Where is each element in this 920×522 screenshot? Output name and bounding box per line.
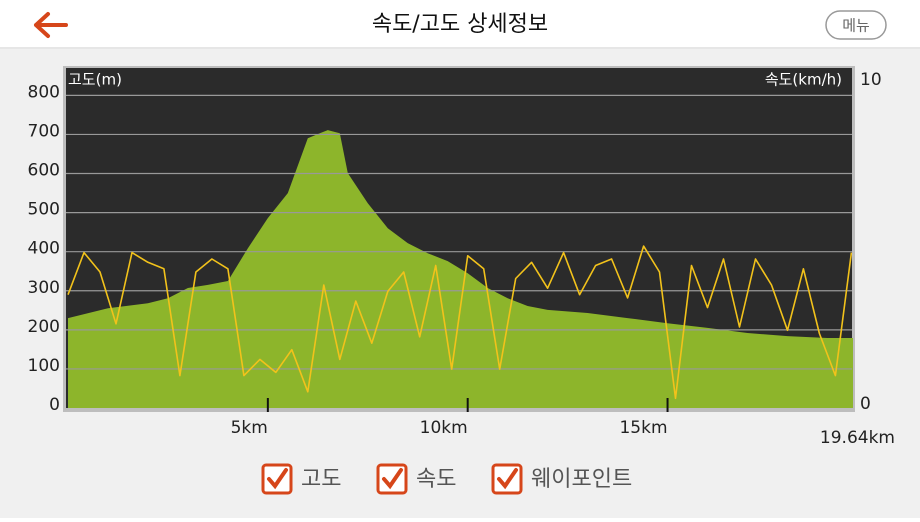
checkmark: [497, 468, 518, 490]
page-title: 속도/고도 상세정보: [372, 12, 548, 37]
y-tick-label: 300: [28, 278, 60, 298]
legend-toggle[interactable]: 속도: [376, 463, 456, 495]
checkmark: [267, 468, 288, 490]
back-arrow: [34, 12, 68, 38]
legend: 고도 속도 웨이포인트: [261, 463, 632, 495]
x-tick-label: 19.64km: [820, 428, 895, 448]
elevation-area: [68, 130, 853, 408]
y-axis-title: 고도(m): [68, 71, 122, 89]
plot: [66, 94, 853, 408]
y-tick-label: 800: [28, 82, 60, 102]
legend-toggle[interactable]: 고도: [261, 463, 341, 495]
y2-tick-label: 0: [860, 394, 871, 414]
x-tick-label: 10km: [420, 418, 468, 438]
legend-toggle[interactable]: 웨이포인트: [491, 463, 632, 495]
y-tick-label: 400: [28, 239, 60, 259]
legend-label: 웨이포인트: [531, 467, 632, 492]
y-tick-label: 600: [28, 161, 60, 181]
y-tick-label: 100: [28, 356, 60, 376]
menu-label: 메뉴: [842, 17, 870, 35]
speed-line: [67, 245, 853, 400]
y2-tick-label: 10: [860, 70, 882, 90]
menu-button[interactable]: [825, 10, 887, 40]
y-tick-label: 500: [28, 200, 60, 220]
y-tick-label: 200: [28, 317, 60, 337]
x-tick-label: 5km: [231, 418, 268, 438]
checkmark: [382, 468, 403, 490]
legend-label: 고도: [301, 467, 341, 492]
y-tick-label: 700: [28, 121, 60, 141]
legend-label: 속도: [416, 467, 456, 492]
x-tick-label: 15km: [619, 418, 667, 438]
header-bar: [0, 0, 920, 48]
y2-axis-title: 속도(km/h): [765, 71, 842, 89]
back-button[interactable]: [34, 12, 68, 38]
y-tick-label: 0: [49, 395, 60, 415]
